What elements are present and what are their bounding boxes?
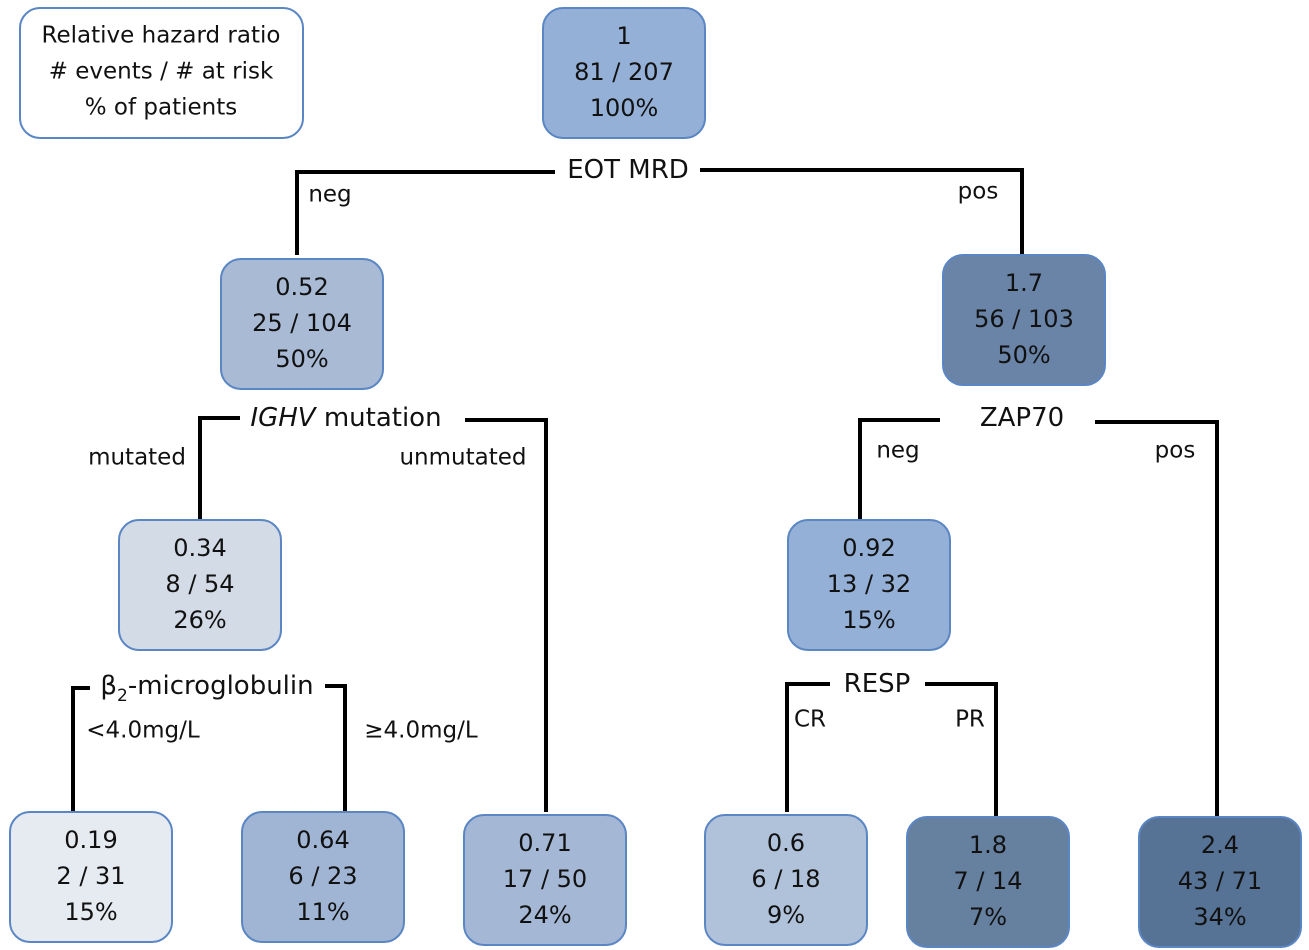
node-box: [542, 7, 706, 139]
branch-label: neg: [876, 438, 919, 464]
edge: [785, 682, 830, 812]
node-text: 0.64: [296, 826, 349, 854]
split-label-part: -microglobulin: [128, 671, 314, 701]
node-text: 50%: [997, 341, 1050, 369]
split-label: ZAP70: [980, 403, 1064, 433]
node-text: 81 / 207: [574, 58, 674, 86]
node-box: [220, 258, 384, 390]
node-text: 1.7: [1005, 269, 1043, 297]
split-label: β2-microglobulin: [100, 671, 313, 707]
branch-label: mutated: [88, 445, 186, 471]
node-text: 15%: [64, 898, 117, 926]
node-text: 43 / 71: [1178, 867, 1262, 895]
legend-box: [19, 7, 304, 139]
node-text: 1.8: [969, 831, 1007, 859]
node-text: 24%: [518, 901, 571, 929]
branch-label: <4.0mg/L: [86, 718, 200, 744]
node-text: 7 / 14: [953, 867, 1022, 895]
split-label: RESP: [844, 669, 911, 699]
node-text: 1: [616, 22, 631, 50]
node-box: [906, 816, 1070, 948]
node-text: 6 / 18: [751, 865, 820, 893]
node-box: [942, 254, 1106, 386]
node-text: 0.92: [842, 534, 895, 562]
node-box: [118, 519, 282, 651]
edge: [1095, 420, 1219, 818]
split-label: IGHV mutation: [250, 403, 441, 433]
split-label-part: mutation: [316, 403, 442, 433]
legend-line: # events / # at risk: [49, 59, 274, 85]
node-box: [704, 814, 868, 946]
node-text: 9%: [767, 901, 805, 929]
node-text: 6 / 23: [288, 862, 357, 890]
node-box: [241, 811, 405, 943]
node-text: 0.19: [64, 826, 117, 854]
split-label: EOT MRD: [567, 155, 689, 185]
branch-label: unmutated: [399, 445, 526, 471]
edge: [858, 418, 940, 520]
node-box: [9, 811, 173, 943]
node-text: 2 / 31: [56, 862, 125, 890]
node-text: 17 / 50: [503, 865, 587, 893]
branch-label: pos: [1155, 438, 1196, 464]
branch-label: pos: [958, 179, 999, 205]
branch-label: ≥4.0mg/L: [364, 718, 478, 744]
edge: [295, 170, 555, 255]
node-text: 0.52: [275, 273, 328, 301]
node-text: 11%: [296, 898, 349, 926]
node-text: 26%: [173, 606, 226, 634]
split-label-part: 2: [117, 686, 128, 706]
node-text: 25 / 104: [252, 309, 352, 337]
branch-label: neg: [308, 182, 351, 208]
edge: [465, 418, 548, 812]
node-box: [787, 519, 951, 651]
split-label-part: EOT MRD: [567, 155, 689, 185]
edge: [198, 416, 240, 520]
node-text: 0.71: [518, 829, 571, 857]
split-label-part: RESP: [844, 669, 911, 699]
node-box: [1138, 816, 1302, 948]
node-box: [463, 814, 627, 946]
legend-line: Relative hazard ratio: [42, 23, 281, 49]
legend-line: % of patients: [85, 95, 237, 121]
split-label-part: ZAP70: [980, 403, 1064, 433]
edge: [925, 682, 998, 818]
node-text: 0.34: [173, 534, 226, 562]
node-text: 56 / 103: [974, 305, 1074, 333]
node-text: 2.4: [1201, 831, 1239, 859]
edge: [700, 168, 1024, 255]
branch-label: PR: [955, 707, 985, 733]
node-text: 0.6: [767, 829, 805, 857]
node-text: 7%: [969, 903, 1007, 931]
node-text: 34%: [1193, 903, 1246, 931]
node-text: 13 / 32: [827, 570, 911, 598]
node-text: 15%: [842, 606, 895, 634]
edge: [71, 686, 90, 812]
branch-label: CR: [794, 707, 826, 733]
node-text: 100%: [590, 94, 659, 122]
node-text: 50%: [275, 345, 328, 373]
split-label-part: β: [100, 671, 117, 701]
node-text: 8 / 54: [165, 570, 234, 598]
split-label-part: IGHV: [250, 403, 317, 433]
edge: [325, 684, 347, 812]
